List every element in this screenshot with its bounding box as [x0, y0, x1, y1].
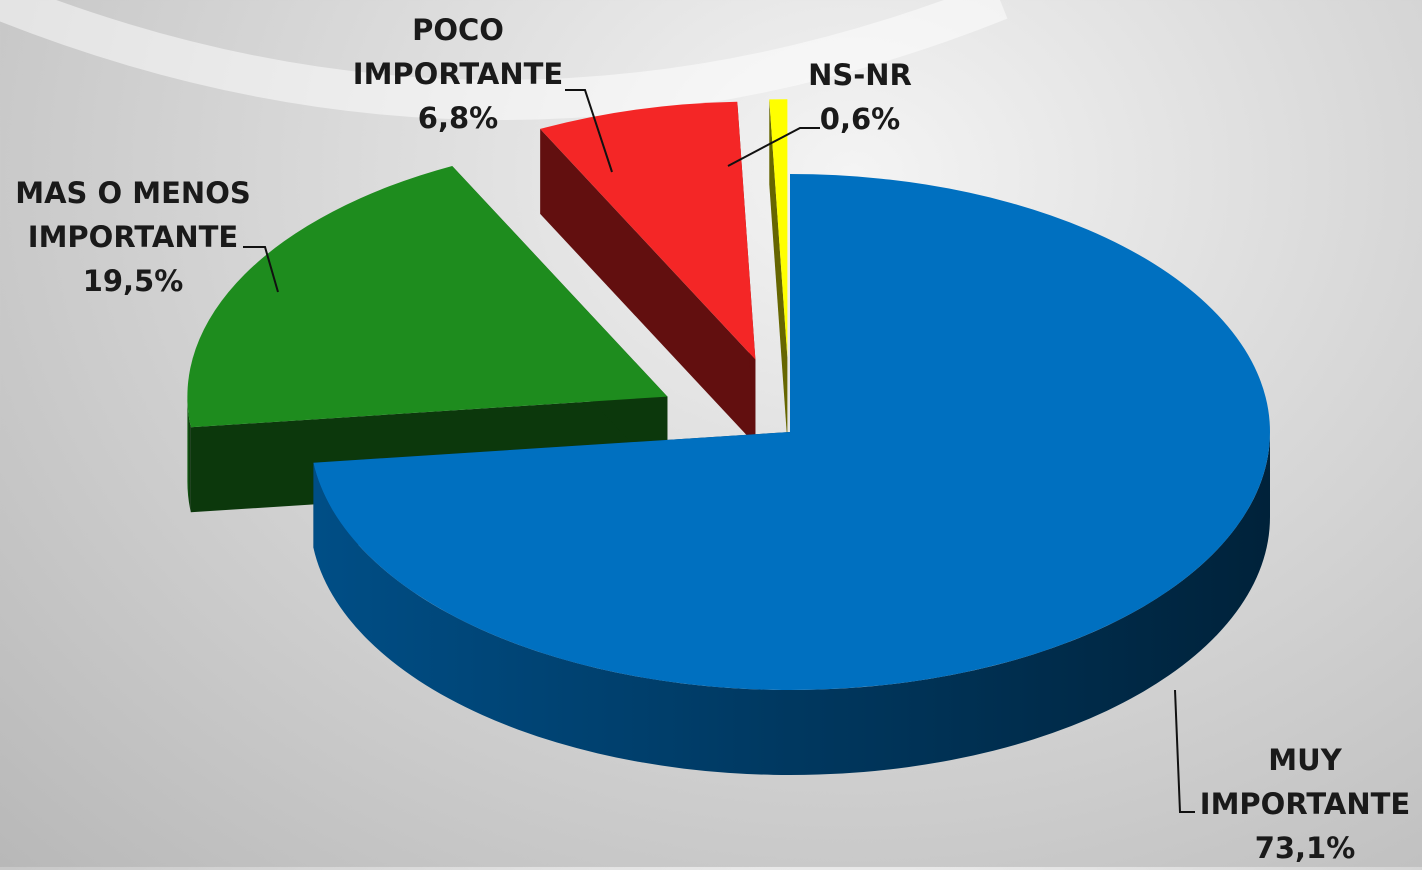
slice-top — [187, 165, 668, 428]
slice — [187, 165, 668, 513]
slice-top — [313, 174, 1271, 690]
slice-cut-face — [540, 128, 756, 445]
slice — [313, 174, 1271, 776]
label-nsnr: NS-NR 0,6% — [785, 53, 935, 141]
category-label: MAS O MENOS IMPORTANTE — [15, 176, 251, 254]
slice-top — [540, 101, 756, 360]
category-label: POCO IMPORTANTE — [352, 13, 564, 91]
slice — [540, 101, 756, 445]
leader-line — [243, 246, 279, 293]
pie — [187, 99, 1271, 776]
leader-line — [727, 127, 820, 167]
value-label: 73,1% — [1254, 831, 1356, 865]
value-label: 19,5% — [82, 264, 184, 298]
background-swoosh — [0, 0, 1008, 120]
slice-top — [769, 99, 788, 358]
slice-cut-face — [769, 99, 788, 443]
category-label: NS-NR — [808, 58, 912, 92]
slice — [769, 99, 788, 443]
label-poco: POCO IMPORTANTE 6,8% — [338, 8, 578, 140]
leader-line — [1174, 689, 1195, 813]
leader-line — [565, 89, 613, 173]
label-mas: MAS O MENOS IMPORTANTE 19,5% — [5, 171, 261, 303]
value-label: 6,8% — [417, 101, 499, 135]
label-muy: MUY IMPORTANTE 73,1% — [1190, 738, 1420, 870]
slice-wall — [187, 396, 191, 513]
value-label: 0,6% — [819, 102, 901, 136]
slice-wall — [313, 432, 1270, 776]
category-label: MUY IMPORTANTE — [1199, 743, 1411, 821]
